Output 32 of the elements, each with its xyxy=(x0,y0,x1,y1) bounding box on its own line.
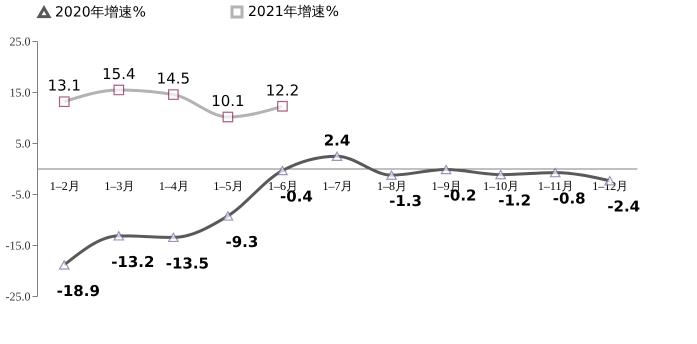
data-label: 15.4 xyxy=(102,64,136,83)
data-label: -13.2 xyxy=(111,252,154,271)
y-tick-label: 15.0 xyxy=(10,86,30,100)
data-label: -2.4 xyxy=(607,198,640,216)
x-tick-label: 1–4月 xyxy=(158,179,189,193)
data-label: -9.3 xyxy=(226,232,258,251)
y-tick-label: -15.0 xyxy=(6,238,30,252)
data-label: 13.1 xyxy=(48,76,81,95)
legend-label: 2020年增速% xyxy=(55,4,146,20)
y-tick-label: -5.0 xyxy=(12,188,30,202)
x-tick-label: 1–6月 xyxy=(268,179,298,193)
x-tick-label: 1–5月 xyxy=(213,179,244,193)
data-label: 2.4 xyxy=(324,131,350,150)
y-tick-label: -25.0 xyxy=(6,290,30,304)
data-label: 12.2 xyxy=(266,81,300,100)
x-tick-label: 1–9月 xyxy=(432,179,462,193)
x-tick-label: 1–8月 xyxy=(377,179,408,193)
x-tick-label: 1–7月 xyxy=(322,179,352,193)
data-label: -1.2 xyxy=(498,192,532,210)
data-label: 10.1 xyxy=(211,92,245,110)
data-label: 14.5 xyxy=(156,70,190,88)
x-tick-label: 1–3月 xyxy=(104,179,134,193)
x-tick-label: 1–10月 xyxy=(483,179,520,193)
data-label: -13.5 xyxy=(166,254,209,272)
data-label: -1.3 xyxy=(389,192,422,210)
x-tick-label: 1–12月 xyxy=(592,179,628,193)
y-tick-label: 25.0 xyxy=(10,34,30,48)
data-label: -18.9 xyxy=(56,282,100,300)
x-tick-label: 1–11月 xyxy=(538,179,574,193)
x-tick-label: 1–2月 xyxy=(50,179,80,193)
legend-label: 2021年增速% xyxy=(248,4,339,20)
y-tick-label: 5.0 xyxy=(16,136,30,150)
